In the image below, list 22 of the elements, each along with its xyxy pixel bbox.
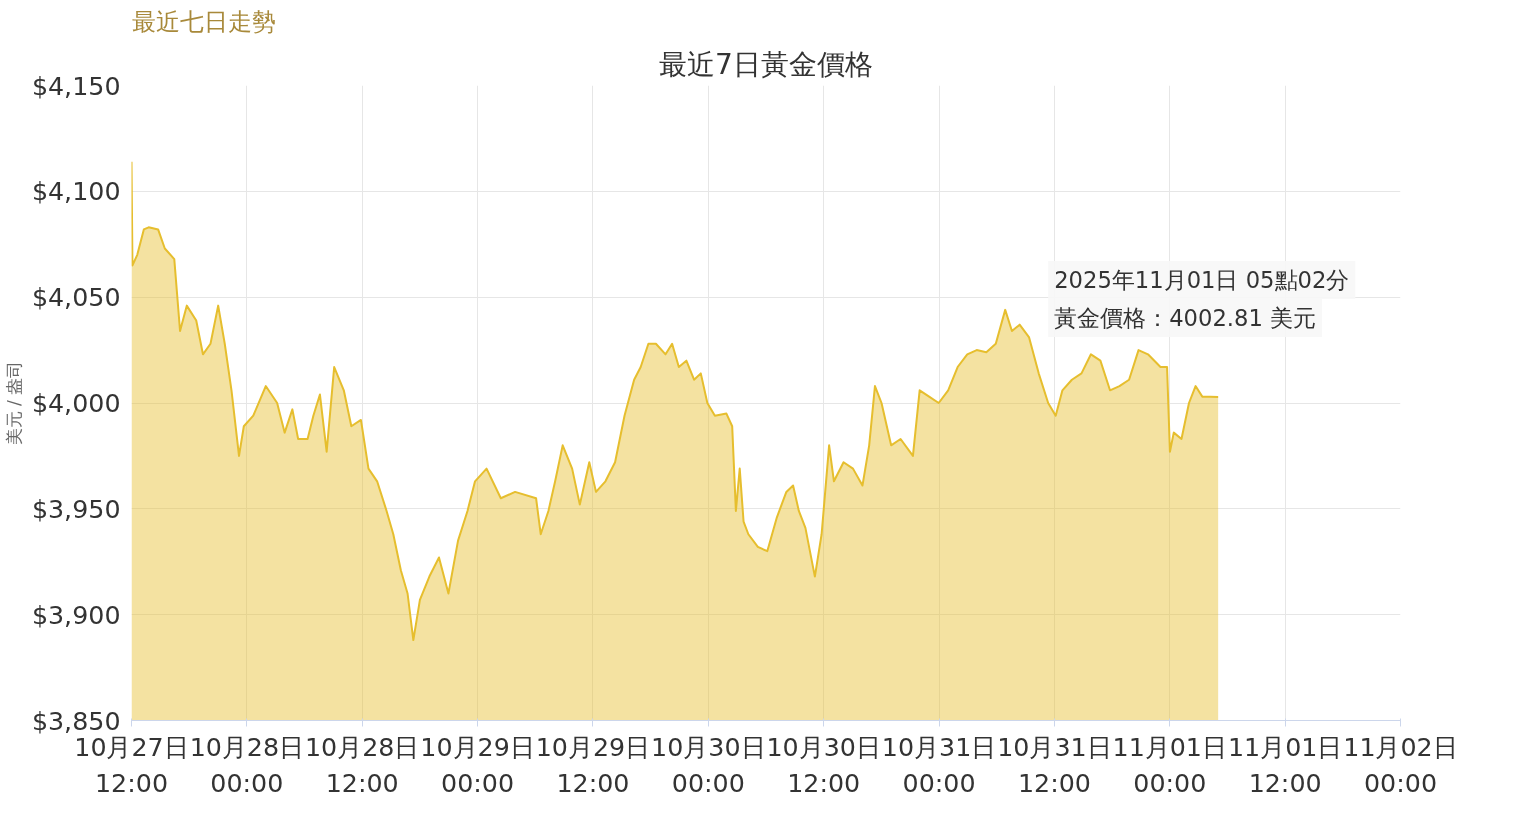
x-tick-label: 10月29日 00:00	[420, 731, 535, 798]
x-tick-label: 11月01日 00:00	[1112, 731, 1228, 798]
y-tick-label: $4,000	[31, 388, 121, 418]
annotation: 2025年11月01日 05點02分	[1054, 267, 1350, 294]
annotation: 黃金價格：4002.81 美元	[1054, 305, 1317, 332]
x-tick-label: 10月29日 12:00	[535, 731, 651, 798]
y-tick-label: $3,950	[31, 493, 121, 524]
x-tick-label: 10月31日 12:00	[997, 731, 1112, 798]
y-tick-label: $4,100	[31, 176, 121, 207]
y-tick-label: $4,150	[31, 70, 121, 101]
y-tick-label: $3,900	[31, 599, 121, 630]
x-tick-label: 10月28日 12:00	[305, 731, 420, 798]
chart-title: 最近7日黃金價格	[659, 47, 873, 81]
y-tick-label: $4,050	[31, 282, 121, 313]
x-tick-label: 10月30日 12:00	[766, 731, 881, 798]
x-tick-label: 10月30日 00:00	[651, 731, 766, 798]
x-tick-label: 10月28日 00:00	[189, 731, 305, 798]
y-axis-title: 美元 / 盎司	[3, 360, 24, 446]
x-tick-label: 10月31日 00:00	[881, 731, 997, 798]
x-tick-label: 11月01日 12:00	[1227, 731, 1343, 798]
x-tick-label: 11月02日 00:00	[1343, 731, 1458, 798]
text: 最近七日走勢	[131, 7, 276, 36]
